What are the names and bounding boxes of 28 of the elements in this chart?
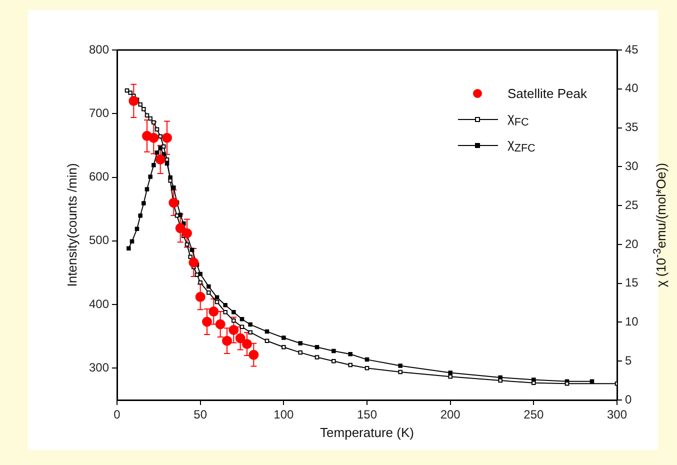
y2-tick-label: 5 <box>625 353 632 368</box>
legend-label: χ$_{FC}$ <box>508 110 529 128</box>
y2-tick-label: 15 <box>625 276 639 290</box>
y2-tick-label: 0 <box>625 392 632 406</box>
legend-label: χ$_{ZFC}$ <box>508 136 536 154</box>
x-tick-label: 200 <box>440 408 461 422</box>
y-tick-label: 400 <box>88 296 110 311</box>
x-axis-title: Temperature (K) <box>320 425 414 440</box>
x-tick-label: 250 <box>524 408 544 422</box>
x-tick-label: 0 <box>114 408 121 422</box>
y2-tick-label: 40 <box>625 81 639 96</box>
x-tick-label: 300 <box>606 408 628 422</box>
y-tick-label: 700 <box>88 106 110 120</box>
y2-tick-label: 25 <box>625 198 639 212</box>
y2-tick-label: 10 <box>625 314 639 329</box>
y2-tick-label: 45 <box>625 42 639 56</box>
legend-label: Satellite Peak <box>508 86 587 100</box>
y2-tick-label: 30 <box>625 158 639 173</box>
y-tick-label: 300 <box>88 360 110 374</box>
y2-tick-label: 20 <box>625 236 639 251</box>
y-axis-title: Intensity(counts /min) <box>64 163 80 287</box>
y-tick-label: 500 <box>88 233 110 248</box>
y-tick-label: 800 <box>88 42 110 56</box>
x-tick-label: 100 <box>274 408 294 422</box>
y-tick-label: 600 <box>88 170 110 184</box>
y2-tick-label: 35 <box>625 120 639 134</box>
x-tick-label: 150 <box>356 408 378 422</box>
x-tick-label: 50 <box>194 408 208 422</box>
